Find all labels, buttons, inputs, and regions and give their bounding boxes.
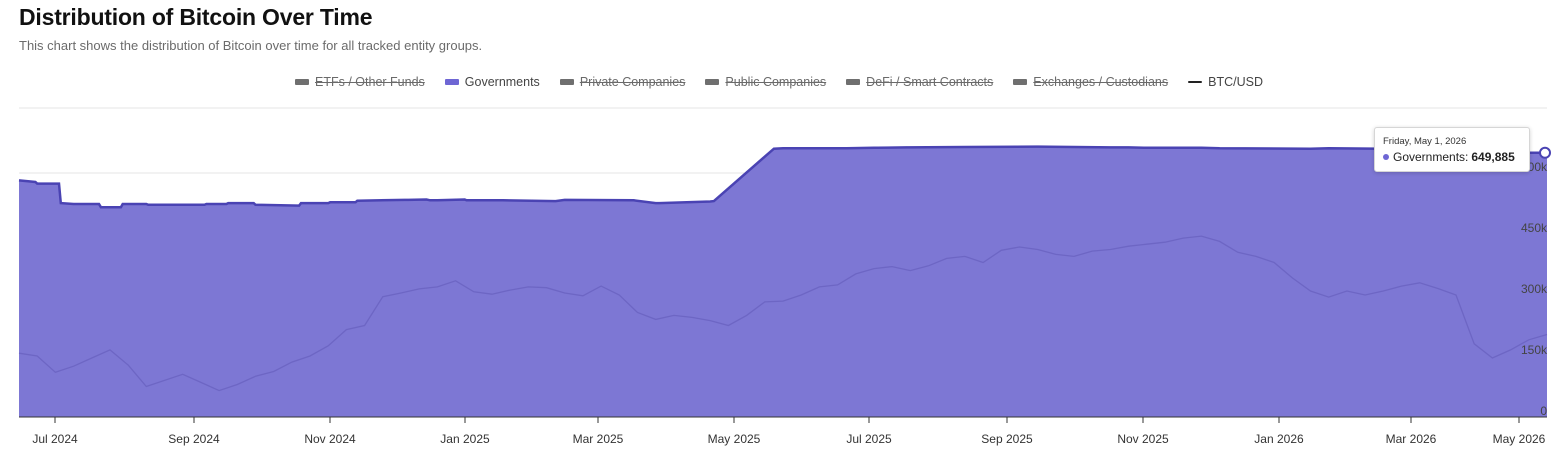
page-subtitle: This chart shows the distribution of Bit…: [19, 38, 483, 53]
legend-label-private-companies: Private Companies: [579, 75, 686, 89]
legend-swatch-public-companies: [705, 79, 720, 85]
x-tick-label-2: Nov 2024: [304, 432, 356, 446]
hover-marker: [1539, 146, 1551, 159]
legend-item-private-companies[interactable]: Private Companies: [559, 72, 686, 92]
x-tick-label-11: May 2026: [1493, 432, 1546, 446]
series-area-governments: [19, 146, 1547, 417]
legend-label-btc-usd: BTC/USD: [1208, 75, 1263, 89]
x-tick-label-10: Mar 2026: [1386, 432, 1437, 446]
legend-label-etfs: ETFs / Other Funds: [315, 75, 425, 89]
legend-item-exchanges[interactable]: Exchanges / Custodians: [1013, 72, 1168, 92]
legend-swatch-governments: [444, 79, 459, 85]
x-tick-label-6: Jul 2025: [846, 432, 892, 446]
tooltip-row: Governments: 649,885: [1383, 150, 1529, 164]
x-tick-label-9: Jan 2026: [1254, 432, 1304, 446]
chart-tooltip: Friday, May 1, 2026 Governments: 649,885: [1374, 127, 1530, 172]
series-line-btc-usd: [18, 235, 1548, 392]
page-title: Distribution of Bitcoin Over Time: [19, 4, 373, 30]
legend-swatch-etfs: [295, 79, 310, 85]
x-tick-label-8: Nov 2025: [1117, 432, 1169, 446]
legend-label-public-companies: Public Companies: [725, 75, 827, 89]
tooltip-value: 649,885: [1471, 150, 1515, 164]
legend-swatch-exchanges: [1013, 79, 1028, 85]
y-tick-label-1: 150k: [1521, 343, 1548, 357]
legend-swatch-private-companies: [559, 79, 574, 85]
legend-swatch-btc-usd: [1188, 81, 1203, 83]
x-tick-label-4: Mar 2025: [573, 432, 624, 446]
x-tick-label-5: May 2025: [708, 432, 761, 446]
tooltip-date: Friday, May 1, 2026: [1383, 136, 1467, 147]
y-tick-label-3: 450k: [1521, 221, 1548, 235]
legend-label-defi: DeFi / Smart Contracts: [866, 75, 994, 89]
x-axis-ticks: Jul 2024 Sep 2024 Nov 2024 Jan 2025 Mar 2025…: [32, 417, 1546, 446]
legend-item-governments[interactable]: Governments: [444, 72, 540, 92]
y-tick-label-0: 0: [1540, 404, 1547, 418]
x-tick-label-7: Sep 2025: [981, 432, 1033, 446]
legend-label-exchanges: Exchanges / Custodians: [1033, 75, 1169, 89]
series-line-governments: [18, 145, 1547, 209]
x-tick-label-1: Sep 2024: [168, 432, 220, 446]
legend-item-btc-usd[interactable]: BTC/USD: [1188, 72, 1263, 92]
tooltip-series-dot: [1383, 154, 1389, 160]
chart-legend: ETFs / Other Funds Governments Private C…: [0, 72, 1558, 92]
tooltip-series-label: Governments:: [1393, 150, 1469, 164]
legend-swatch-defi: [846, 79, 861, 85]
x-tick-label-0: Jul 2024: [32, 432, 78, 446]
legend-label-governments: Governments: [464, 75, 540, 89]
legend-item-public-companies[interactable]: Public Companies: [705, 72, 826, 92]
y-tick-label-2: 300k: [1521, 282, 1548, 296]
x-tick-label-3: Jan 2025: [440, 432, 490, 446]
plot-area: [18, 145, 1551, 418]
legend-item-defi[interactable]: DeFi / Smart Contracts: [846, 72, 993, 92]
legend-item-etfs[interactable]: ETFs / Other Funds: [295, 72, 425, 92]
